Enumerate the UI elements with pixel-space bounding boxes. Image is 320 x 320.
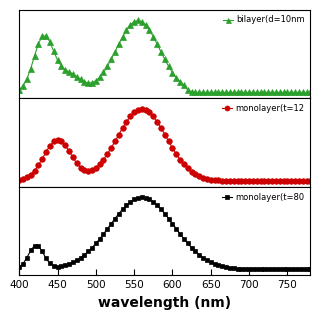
Legend: monolayer(t=12: monolayer(t=12: [220, 102, 306, 115]
X-axis label: wavelength (nm): wavelength (nm): [98, 296, 231, 310]
monolayer(t=12: [308, 179, 312, 183]
bilayer(d=10nm: [17, 88, 21, 92]
monolayer(t=80: [17, 265, 21, 269]
monolayer(t=12: [140, 107, 144, 111]
bilayer(d=10nm: [308, 91, 312, 94]
monolayer(t=80: [148, 197, 151, 201]
monolayer(t=12: [182, 163, 186, 166]
bilayer(d=10nm: [117, 42, 121, 46]
monolayer(t=12: [113, 140, 117, 143]
Line: monolayer(t=80: monolayer(t=80: [17, 195, 313, 272]
monolayer(t=80: [75, 258, 79, 262]
monolayer(t=80: [308, 268, 312, 271]
monolayer(t=12: [117, 132, 121, 136]
monolayer(t=12: [75, 161, 79, 165]
Legend: bilayer(d=10nm: bilayer(d=10nm: [221, 14, 306, 26]
monolayer(t=80: [140, 196, 144, 199]
Line: bilayer(d=10nm: bilayer(d=10nm: [16, 18, 313, 95]
bilayer(d=10nm: [278, 91, 282, 94]
bilayer(d=10nm: [136, 19, 140, 22]
monolayer(t=80: [136, 196, 140, 200]
monolayer(t=80: [113, 217, 117, 220]
bilayer(d=10nm: [182, 83, 186, 87]
bilayer(d=10nm: [140, 20, 144, 23]
monolayer(t=80: [117, 212, 121, 216]
bilayer(d=10nm: [75, 75, 79, 78]
bilayer(d=10nm: [113, 50, 117, 54]
monolayer(t=12: [136, 108, 140, 112]
Legend: monolayer(t=80: monolayer(t=80: [220, 191, 306, 203]
monolayer(t=80: [182, 237, 186, 241]
monolayer(t=12: [148, 110, 151, 114]
Line: monolayer(t=12: monolayer(t=12: [16, 106, 313, 184]
bilayer(d=10nm: [148, 28, 151, 32]
monolayer(t=12: [17, 178, 21, 182]
